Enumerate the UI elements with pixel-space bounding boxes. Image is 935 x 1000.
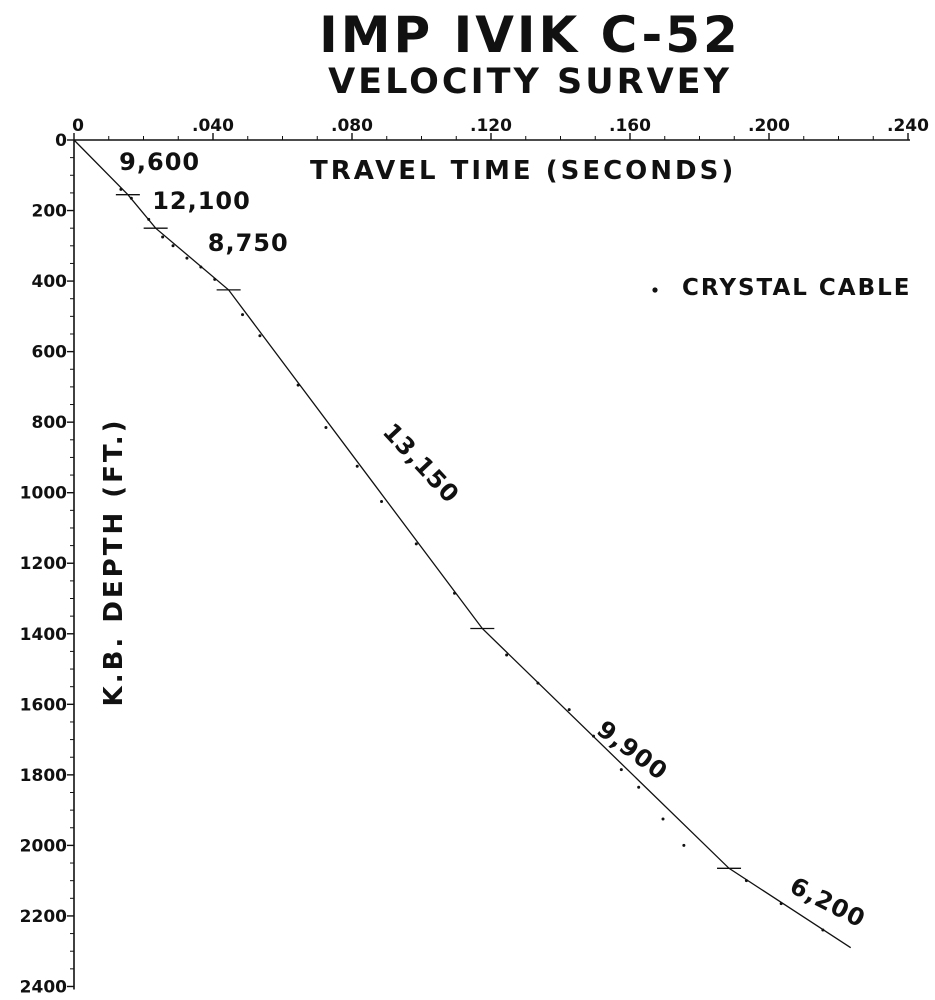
chart-title: IMP IVIK C-52 [319, 6, 741, 64]
y-tick-label-6: 1200 [20, 554, 67, 574]
y-tick-label-5: 1000 [20, 484, 67, 504]
crystal-cable-point-13 [380, 500, 384, 504]
crystal-cable-point-10 [296, 383, 300, 387]
interval-velocity-label-3: 13,150 [377, 418, 465, 509]
interval-velocity-label-0: 9,600 [119, 148, 200, 176]
crystal-cable-point-2 [147, 217, 151, 221]
crystal-cable-point-1 [129, 196, 133, 200]
x-axis-ticks: 0 .040 .080 .120 .160 .200 .240 [72, 116, 929, 140]
crystal-cable-point-14 [414, 542, 418, 546]
interval-velocity-labels: 9,600 12,100 8,750 13,150 9,900 6,200 [119, 148, 870, 933]
y-tick-label-9: 1800 [20, 766, 67, 786]
crystal-cable-point-5 [185, 256, 189, 260]
x-axis-title: TRAVEL TIME (SECONDS) [310, 156, 736, 186]
chart-subtitle: VELOCITY SURVEY [328, 62, 732, 102]
x-tick-label-5: .200 [748, 116, 790, 136]
crystal-cable-point-25 [779, 902, 783, 906]
x-tick-label-0: 0 [72, 116, 84, 136]
y-tick-label-12: 2400 [20, 977, 67, 997]
x-tick-label-3: .120 [470, 116, 512, 136]
crystal-cable-point-15 [453, 591, 457, 595]
time-depth-curve [73, 139, 852, 949]
legend-dot-marker [652, 287, 658, 293]
x-tick-label-6: .240 [887, 116, 929, 136]
y-tick-label-2: 400 [32, 272, 68, 292]
crystal-cable-point-8 [241, 313, 245, 317]
y-tick-label-4: 800 [32, 413, 68, 433]
crystal-cable-point-16 [505, 653, 509, 657]
legend-label: CRYSTAL CABLE [682, 275, 912, 301]
interval-velocity-label-5: 6,200 [785, 872, 870, 934]
y-tick-label-1: 200 [32, 202, 68, 222]
crystal-cable-point-3 [161, 235, 165, 239]
y-tick-label-0: 0 [55, 131, 67, 151]
interval-break-marks [115, 194, 742, 869]
axes [73, 139, 910, 990]
crystal-cable-point-18 [567, 708, 571, 712]
x-tick-label-1: .040 [192, 116, 234, 136]
crystal-cable-point-0 [119, 187, 123, 191]
y-tick-label-11: 2200 [20, 907, 67, 927]
crystal-cable-point-26 [821, 928, 825, 932]
crystal-cable-point-17 [536, 681, 540, 685]
y-tick-label-8: 1600 [20, 695, 67, 715]
interval-velocity-label-1: 12,100 [152, 187, 251, 215]
y-tick-label-3: 600 [32, 343, 68, 363]
crystal-cable-point-19 [592, 734, 596, 738]
interval-velocity-label-4: 9,900 [592, 715, 673, 786]
crystal-cable-point-4 [171, 244, 175, 248]
y-tick-label-10: 2000 [20, 836, 67, 856]
x-tick-label-2: .080 [331, 116, 373, 136]
crystal-cable-point-21 [637, 785, 641, 789]
legend: CRYSTAL CABLE [652, 275, 912, 301]
crystal-cable-point-11 [324, 425, 328, 429]
x-tick-label-4: .160 [609, 116, 651, 136]
interval-velocity-label-2: 8,750 [208, 229, 289, 257]
crystal-cable-point-22 [661, 817, 665, 821]
y-axis-ticks: 0 200 400 600 800 1000 1200 1400 1600 1800 2000 220… [20, 131, 74, 997]
y-tick-label-7: 1400 [20, 625, 67, 645]
crystal-cable-point-7 [213, 277, 217, 281]
crystal-cable-point-24 [744, 879, 748, 883]
crystal-cable-point-12 [355, 464, 359, 468]
crystal-cable-points [119, 187, 825, 932]
crystal-cable-point-6 [199, 265, 203, 269]
time-depth-line [73, 139, 852, 949]
crystal-cable-point-9 [258, 334, 262, 338]
crystal-cable-point-20 [619, 768, 623, 772]
crystal-cable-point-23 [682, 843, 686, 847]
y-axis-title: K.B. DEPTH (FT.) [99, 418, 129, 707]
